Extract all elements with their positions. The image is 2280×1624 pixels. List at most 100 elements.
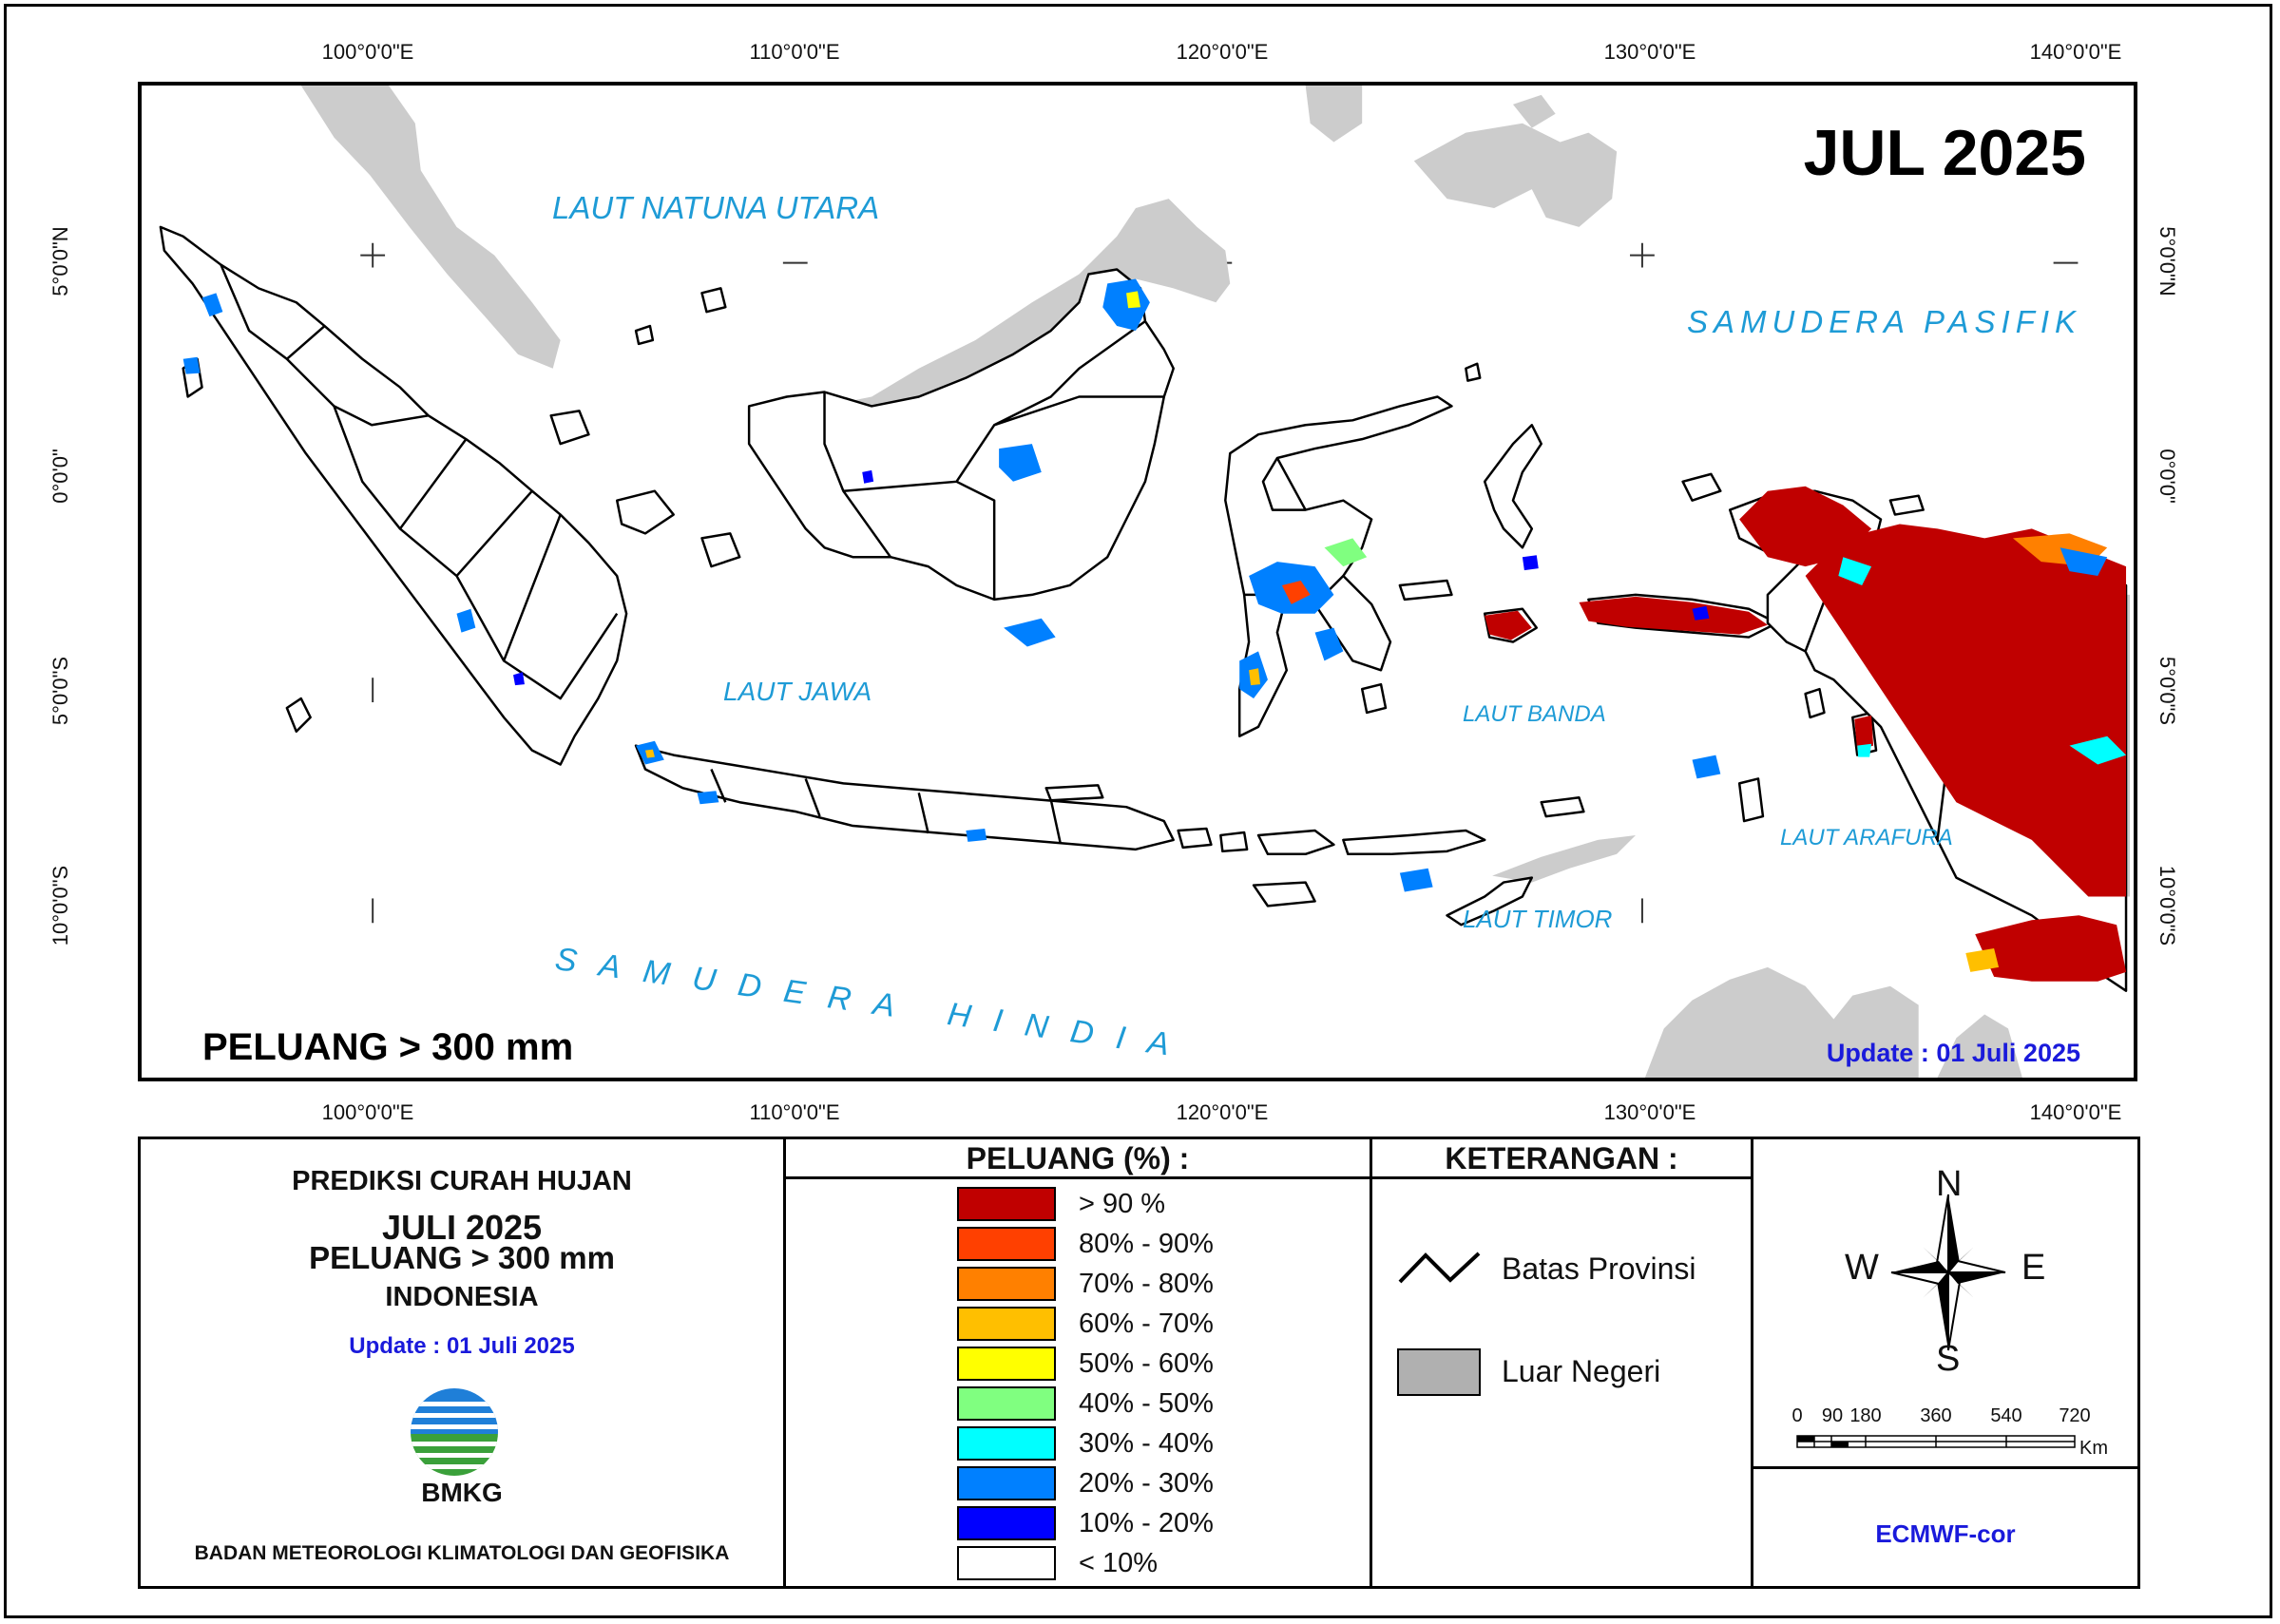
legend-swatch	[957, 1187, 1056, 1221]
legend-panel: PELUANG (%) : > 90 % 80% - 90% 70% - 80%…	[783, 1137, 1372, 1589]
papua-high-prob	[1805, 524, 2127, 897]
legend-label: 60% - 70%	[1079, 1309, 1214, 1339]
philippine-islet	[1512, 94, 1556, 128]
natuna-islands	[700, 287, 727, 314]
lon-label-top: 110°0'0"E	[749, 40, 840, 64]
java-provinces	[710, 768, 1062, 844]
scale-unit: Km	[2079, 1438, 2108, 1459]
info-title: PREDIKSI CURAH HUJAN	[292, 1166, 632, 1196]
info-region: INDONESIA	[385, 1282, 539, 1312]
timor-leste	[1492, 834, 1636, 883]
seram-high-prob	[1579, 596, 1768, 635]
foreign-land-swatch	[1397, 1348, 1481, 1396]
scale-label: 90	[1821, 1405, 1844, 1426]
legend-swatch	[957, 1426, 1056, 1461]
map-canvas: LAUT NATUNA UTARA SAMUDERA PASIFIK LAUT …	[138, 82, 2137, 1081]
agency-name: BADAN METEOROLOGI KLIMATOLOGI DAN GEOFIS…	[194, 1542, 730, 1564]
keterangan-title: KETERANGAN :	[1372, 1139, 1751, 1179]
compass-divider	[1753, 1466, 2137, 1469]
sea-label-pasifik: SAMUDERA PASIFIK	[1687, 304, 2082, 339]
halmahera	[1483, 424, 1542, 549]
malay-peninsula	[300, 86, 561, 369]
timor-west	[1446, 876, 1534, 927]
compass-east: E	[2021, 1248, 2046, 1288]
legend-label: > 90 %	[1079, 1189, 1166, 1219]
info-update: Update : 01 Juli 2025	[349, 1333, 575, 1359]
info-panel: PREDIKSI CURAH HUJAN JULI 2025 PELUANG >…	[138, 1137, 786, 1589]
sulawesi	[1224, 395, 1453, 737]
legend-swatch	[957, 1506, 1056, 1540]
lat-label-left: 5°0'0"S	[48, 656, 72, 726]
lat-label-right: 10°0'0"S	[2155, 865, 2179, 946]
legend-label: 20% - 30%	[1079, 1468, 1214, 1499]
birdhead-high-prob	[1739, 486, 1872, 567]
madura	[1044, 784, 1104, 802]
lat-label-right: 5°0'0"S	[2155, 656, 2179, 726]
lon-label-top: 100°0'0"E	[321, 40, 414, 64]
tanimbar	[1737, 777, 1765, 823]
lat-label-left: 10°0'0"S	[48, 865, 72, 946]
legend-swatch	[957, 1386, 1056, 1421]
legend-swatch	[957, 1227, 1056, 1261]
probability-overlay	[182, 278, 2127, 982]
scale-label: 540	[1990, 1405, 2022, 1426]
lat-label-left: 5°0'0"N	[48, 226, 72, 296]
province-boundary-icon	[1398, 1251, 1481, 1284]
mentawai	[285, 697, 312, 734]
info-threshold: PELUANG > 300 mm	[309, 1240, 615, 1275]
legend-swatch	[957, 1307, 1056, 1341]
belitung	[700, 532, 741, 568]
keterangan-label: Batas Provinsi	[1502, 1251, 1696, 1286]
bangka	[615, 489, 675, 535]
lon-label-top: 140°0'0"E	[2029, 40, 2122, 64]
update-label: Update : 01 Juli 2025	[1826, 1039, 2080, 1067]
australia-east	[1937, 1014, 2022, 1078]
kalimantan	[747, 268, 1175, 602]
waigeo	[1681, 472, 1722, 502]
keterangan-label: Luar Negeri	[1502, 1354, 1661, 1388]
riau-islands	[549, 410, 590, 446]
compass-south: S	[1936, 1339, 1961, 1379]
compass-north: N	[1936, 1164, 1963, 1204]
compass-panel: N S W E 0 90 180 360 540 720 Km ECMWF-co…	[1751, 1137, 2140, 1589]
legend-label: 80% - 90%	[1079, 1229, 1214, 1259]
lat-label-right: 5°0'0"N	[2155, 226, 2179, 296]
legend-label: 50% - 60%	[1079, 1348, 1214, 1379]
lombok	[1219, 831, 1249, 853]
north-borneo	[780, 199, 1231, 440]
lon-label-bottom: 130°0'0"E	[1603, 1100, 1696, 1124]
lat-label-left: 0°0'0"	[48, 449, 72, 504]
bali	[1177, 827, 1213, 850]
lon-label-bottom: 120°0'0"E	[1176, 1100, 1269, 1124]
legend-label: 70% - 80%	[1079, 1269, 1214, 1299]
legend-swatch	[957, 1546, 1056, 1580]
north-arrow-icon	[1890, 1194, 2006, 1351]
flores	[1342, 829, 1486, 856]
lon-label-top: 130°0'0"E	[1603, 40, 1696, 64]
logo-text: BMKG	[421, 1478, 503, 1507]
outer-frame	[4, 4, 2272, 1618]
scale-label: 0	[1791, 1405, 1803, 1426]
lon-label-top: 120°0'0"E	[1176, 40, 1269, 64]
model-label: ECMWF-cor	[1875, 1519, 2016, 1548]
java	[634, 744, 1175, 851]
legend-label: 10% - 20%	[1079, 1508, 1214, 1538]
info-month: JULI 2025	[381, 1208, 543, 1247]
foreign-land	[300, 86, 2130, 1078]
keterangan-panel: KETERANGAN : Batas Provinsi Luar Negeri	[1370, 1137, 1753, 1589]
sumatra	[159, 225, 628, 766]
australia	[1644, 966, 1919, 1078]
philippines	[1305, 86, 1363, 143]
sea-label-arafura: LAUT ARAFURA	[1780, 825, 1953, 850]
scale-bar	[1796, 1435, 2076, 1448]
legend-title: PELUANG (%) :	[786, 1139, 1370, 1179]
month-title: JUL 2025	[1803, 117, 2086, 189]
biak	[1888, 494, 1925, 516]
anambas	[634, 324, 655, 346]
buton	[1360, 682, 1388, 715]
kalimantan-provinces	[823, 320, 1164, 600]
legend-swatch	[957, 1347, 1056, 1381]
sumba	[1252, 881, 1316, 908]
sumbawa	[1256, 829, 1335, 856]
